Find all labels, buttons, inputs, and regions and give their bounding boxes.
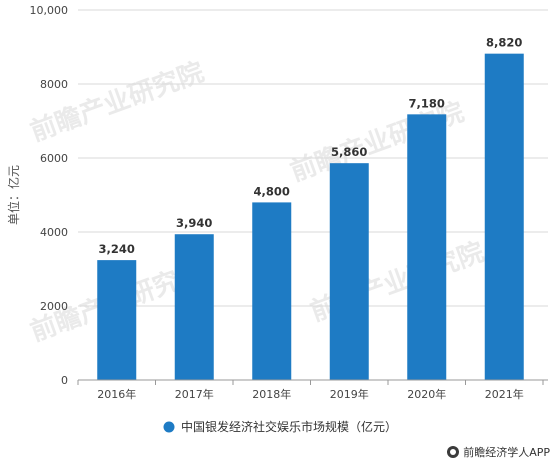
x-axis-ticks: 2016年 2017年 2018年 2019年 2020年 2021年 <box>77 380 544 401</box>
x-tick-label: 2018年 <box>252 387 291 401</box>
y-tick-label: 4000 <box>40 226 68 239</box>
data-label: 3,240 <box>99 242 135 256</box>
x-tick-label: 2020年 <box>407 387 446 401</box>
bar <box>484 53 524 380</box>
watermark-text: 前瞻产业研究院 <box>26 56 208 147</box>
legend-label: 中国银发经济社交娱乐市场规模（亿元） <box>181 419 397 434</box>
y-axis-ticks: 0 2000 4000 6000 8000 10,000 <box>30 4 69 387</box>
x-tick-label: 2016年 <box>97 387 136 401</box>
data-label: 3,940 <box>176 216 212 230</box>
legend-swatch <box>163 421 175 433</box>
gridlines <box>78 9 548 307</box>
data-label: 8,820 <box>486 36 522 50</box>
legend: 中国银发经济社交娱乐市场规模（亿元） <box>163 419 397 434</box>
y-tick-label: 8000 <box>40 78 68 91</box>
bars <box>97 53 524 380</box>
bar <box>407 114 447 380</box>
data-label: 5,860 <box>331 145 367 159</box>
brand-logo-icon <box>447 446 460 458</box>
x-tick-label: 2017年 <box>175 387 214 401</box>
bar <box>174 234 214 380</box>
y-tick-label: 0 <box>61 374 68 387</box>
credit: 前瞻经济学人APP <box>447 444 550 460</box>
credit-text: 前瞻经济学人APP <box>463 446 550 459</box>
data-labels: 3,240 3,940 4,800 5,860 7,180 8,820 <box>99 36 523 256</box>
bar <box>252 202 292 380</box>
bar <box>97 260 137 380</box>
y-tick-label: 6000 <box>40 152 68 165</box>
x-tick-label: 2021年 <box>485 387 524 401</box>
x-tick-label: 2019年 <box>330 387 369 401</box>
bar <box>329 163 369 380</box>
data-label: 7,180 <box>409 96 445 110</box>
y-axis-label: 单位：亿元 <box>6 165 21 225</box>
y-tick-label: 2000 <box>40 300 68 313</box>
data-label: 4,800 <box>254 184 290 198</box>
y-tick-label: 10,000 <box>30 4 69 17</box>
